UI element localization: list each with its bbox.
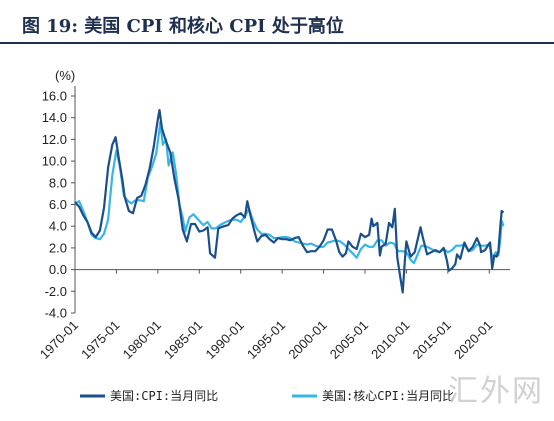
y-tick-label: 2.0 (49, 240, 67, 255)
y-tick-label: 14.0 (42, 110, 67, 125)
y-tick-label: 8.0 (49, 175, 67, 190)
x-tick-label: 1990-01 (202, 318, 246, 362)
x-tick-label: 2015-01 (410, 318, 454, 362)
x-tick-label: 1995-01 (244, 318, 288, 362)
x-tick-label: 2005-01 (327, 318, 371, 362)
chart-axes: (%) (55, 68, 510, 313)
y-tick-label: 0.0 (49, 262, 67, 277)
x-tick-label: 1980-01 (120, 318, 164, 362)
y-tick-label: 16.0 (42, 89, 67, 104)
series-line (74, 108, 505, 294)
x-tick-label: 2000-01 (285, 318, 329, 362)
legend-label: 美国:CPI:当月同比 (110, 389, 218, 403)
x-tick-label: 1970-01 (37, 318, 81, 362)
watermark-logo: 汇外网 (448, 374, 544, 409)
x-tick-label: 1975-01 (78, 318, 122, 362)
y-tick-label: 10.0 (42, 154, 67, 169)
legend-label: 美国:核心CPI:当月同比 (322, 389, 454, 403)
series-line (74, 120, 505, 265)
x-tick-label: 2010-01 (368, 318, 412, 362)
x-tick-label: 1985-01 (161, 318, 205, 362)
y-tick-label: 6.0 (49, 197, 67, 212)
x-tick-label: 2020-01 (451, 318, 495, 362)
x-axis-ticks: 1970-011975-011980-011985-011990-011995-… (37, 269, 495, 362)
chart-series-lines (74, 108, 505, 294)
figure-header: 图 19: 美国 CPI 和核心 CPI 处于高位 (0, 0, 554, 44)
y-tick-label: 12.0 (42, 132, 67, 147)
y-axis-ticks: -4.0 -2.0 0.0 2.0 4.0 6.0 8.0 10.0 12.0 14.0 16.0 (42, 89, 75, 321)
y-axis-unit-label: (%) (55, 68, 75, 83)
chart-legend: 美国:CPI:当月同比 美国:核心CPI:当月同比 (80, 389, 454, 403)
y-tick-label: -2.0 (45, 284, 67, 299)
figure-title: 图 19: 美国 CPI 和核心 CPI 处于高位 (22, 16, 344, 37)
y-tick-label: -4.0 (45, 306, 67, 321)
y-tick-label: 4.0 (49, 219, 67, 234)
